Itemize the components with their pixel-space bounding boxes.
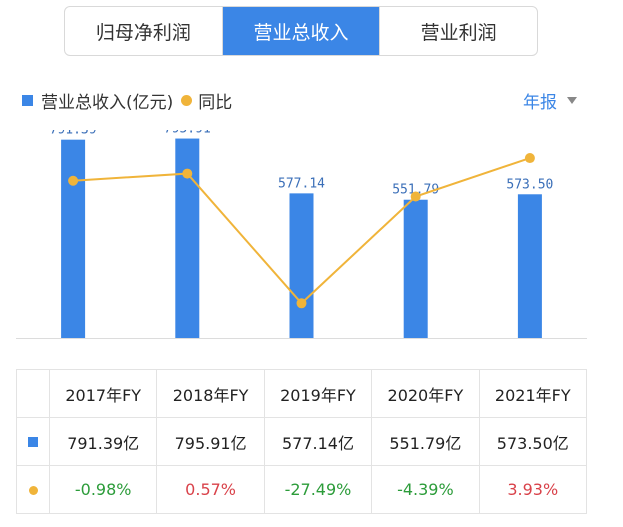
- yoy-point[interactable]: [182, 168, 193, 179]
- bar-legend-swatch-icon: [22, 95, 33, 106]
- bar-marker-icon: [28, 437, 38, 447]
- table-header-cell: 2019年FY: [263, 369, 373, 418]
- bar-value-label: 791.39: [50, 130, 97, 138]
- bar-value-label: 551.79: [392, 183, 439, 198]
- table-corner-cell: [16, 369, 50, 418]
- line-legend-dot-icon: [181, 95, 193, 106]
- table-row-revenue: 791.39亿 795.91亿 577.14亿 551.79亿 573.50亿: [16, 417, 588, 466]
- bar-legend-label: 营业总收入(亿元): [41, 93, 174, 113]
- yoy-row-marker: [16, 465, 50, 514]
- revenue-bar[interactable]: [61, 139, 86, 338]
- table-header-cell: 2018年FY: [156, 369, 265, 418]
- table-header-cell: 2021年FY: [478, 369, 588, 418]
- table-header-row: 2017年FY 2018年FY 2019年FY 2020年FY 2021年FY: [16, 369, 588, 418]
- tab-total-revenue[interactable]: 营业总收入: [221, 7, 380, 55]
- line-legend-label: 同比: [198, 93, 233, 113]
- tab-net-profit[interactable]: 归母净利润: [95, 21, 191, 44]
- table-cell: -0.98%: [48, 465, 158, 514]
- tab-operating-profit[interactable]: 营业利润: [379, 7, 537, 55]
- table-cell: 0.57%: [156, 465, 265, 514]
- dot-marker-icon: [28, 486, 38, 495]
- revenue-bar[interactable]: [289, 193, 314, 338]
- revenue-bar[interactable]: [403, 199, 428, 338]
- revenue-bar[interactable]: [517, 194, 542, 338]
- table-header-cell: 2020年FY: [371, 369, 480, 418]
- table-cell: -27.49%: [263, 465, 373, 514]
- table-cell: 3.93%: [478, 465, 588, 514]
- period-selector[interactable]: 年报: [523, 88, 577, 113]
- table-row-yoy: -0.98% 0.57% -27.49% -4.39% 3.93%: [16, 465, 588, 514]
- bar-value-label: 577.14: [278, 176, 325, 191]
- table-cell: 577.14亿: [263, 417, 373, 466]
- revenue-chart: 791.39 795.91 577.14 551.79 573.50: [16, 130, 587, 339]
- yoy-point[interactable]: [524, 153, 535, 164]
- yoy-point[interactable]: [296, 298, 307, 309]
- bar-value-label: 573.50: [506, 177, 553, 192]
- table-cell: 551.79亿: [371, 417, 480, 466]
- caret-down-icon: [567, 97, 577, 104]
- table-cell: 791.39亿: [48, 417, 158, 466]
- chart-legend: 营业总收入(亿元) 同比: [22, 88, 232, 113]
- table-cell: 573.50亿: [478, 417, 588, 466]
- bar-value-label: 795.91: [164, 130, 211, 137]
- table-cell: 795.91亿: [156, 417, 265, 466]
- revenue-row-marker: [16, 417, 50, 466]
- metric-tabs: 归母净利润 营业总收入 营业利润: [64, 6, 538, 56]
- yoy-point[interactable]: [68, 175, 79, 186]
- revenue-bar[interactable]: [175, 138, 200, 338]
- table-cell: -4.39%: [371, 465, 480, 514]
- table-header-cell: 2017年FY: [48, 369, 158, 418]
- data-table: 2017年FY 2018年FY 2019年FY 2020年FY 2021年FY …: [16, 369, 588, 514]
- yoy-point[interactable]: [410, 191, 421, 202]
- period-selector-label: 年报: [523, 93, 557, 113]
